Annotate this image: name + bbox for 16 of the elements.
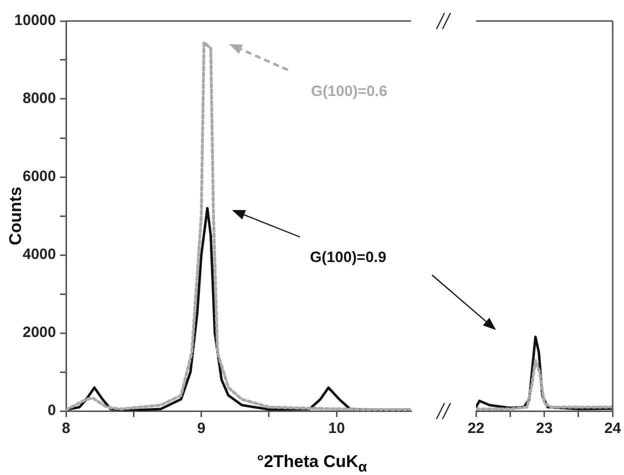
x-tick-label: 9: [197, 420, 206, 438]
y-tick-label: 4000: [22, 246, 56, 264]
annotation: G(100)=0.9: [310, 249, 386, 266]
y-tick-label: 8000: [22, 90, 56, 108]
y-tick-label: 6000: [22, 168, 56, 186]
x-tick-label: 8: [62, 420, 70, 438]
x-tick-label: 24: [604, 420, 622, 438]
y-axis-title: Counts: [6, 186, 25, 246]
y-tick-label: 0: [48, 402, 56, 420]
x-axis-title: °2Theta CuK$_{α}$: [256, 452, 368, 475]
x-tick-label: 10: [328, 420, 345, 438]
x-tick-label: 22: [468, 420, 484, 438]
annotation: G(100)=0.6: [311, 83, 388, 100]
y-tick-label: 10000: [14, 12, 56, 30]
y-tick-label: 2000: [22, 324, 56, 342]
x-tick-label: 23: [536, 420, 553, 438]
